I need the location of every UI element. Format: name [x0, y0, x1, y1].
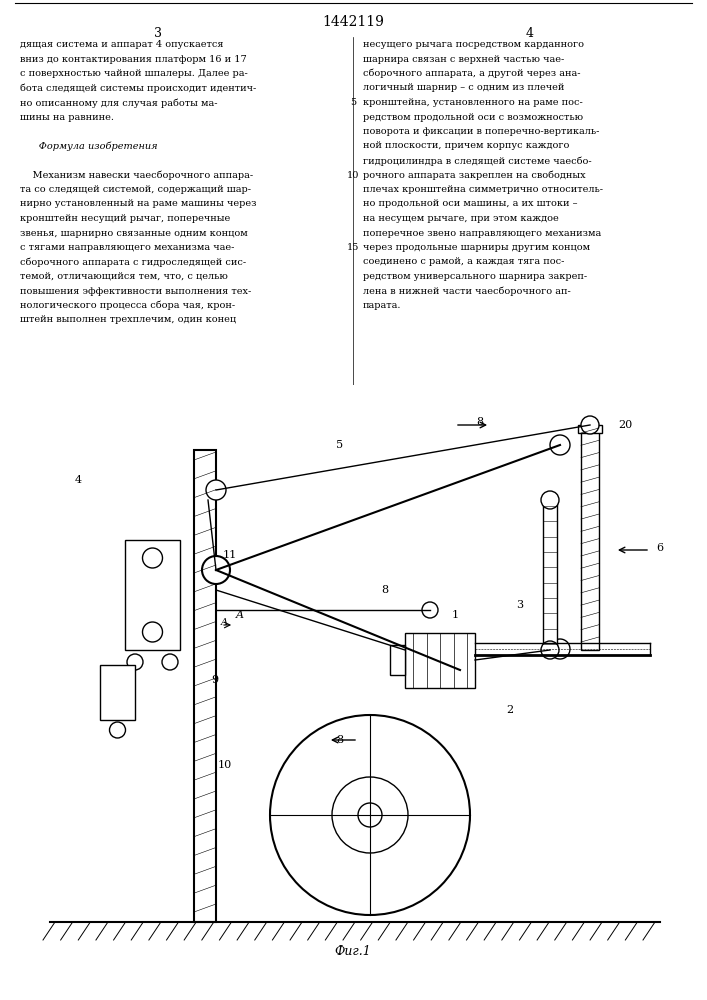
Circle shape [541, 641, 559, 659]
Text: лена в нижней части чаесборочного ап-: лена в нижней части чаесборочного ап- [363, 286, 571, 296]
Text: сборочного аппарата, а другой через ана-: сборочного аппарата, а другой через ана- [363, 69, 580, 79]
Text: 15: 15 [347, 243, 359, 252]
Text: нологического процесса сбора чая, крон-: нологического процесса сбора чая, крон- [20, 301, 235, 310]
Text: поворота и фиксации в поперечно-вертикаль-: поворота и фиксации в поперечно-вертикал… [363, 127, 600, 136]
Text: 6: 6 [656, 543, 664, 553]
Text: 5: 5 [337, 440, 344, 450]
Text: 3: 3 [516, 600, 524, 610]
Text: 11: 11 [223, 550, 237, 560]
Text: гидроцилиндра в следящей системе чаесбо-: гидроцилиндра в следящей системе чаесбо- [363, 156, 592, 165]
Text: 2: 2 [506, 705, 513, 715]
Text: нирно установленный на раме машины через: нирно установленный на раме машины через [20, 200, 257, 209]
Circle shape [422, 602, 438, 618]
Text: 8: 8 [477, 417, 484, 427]
Text: шины на равнине.: шины на равнине. [20, 112, 114, 121]
Text: Формула изобретения: Формула изобретения [20, 141, 158, 151]
Text: бота следящей системы происходит идентич-: бота следящей системы происходит идентич… [20, 84, 256, 93]
Bar [125, 540, 180, 650]
Text: логичный шарнир – с одним из плечей: логичный шарнир – с одним из плечей [363, 84, 564, 93]
Bar [194, 450, 216, 922]
Text: кронштейн несущий рычаг, поперечные: кронштейн несущий рычаг, поперечные [20, 214, 230, 223]
Text: повышения эффективности выполнения тех-: повышения эффективности выполнения тех- [20, 286, 251, 296]
Text: штейн выполнен трехплечим, один конец: штейн выполнен трехплечим, один конец [20, 316, 236, 324]
Text: но описанному для случая работы ма-: но описанному для случая работы ма- [20, 98, 218, 107]
Bar [578, 425, 602, 433]
Text: плечах кронштейна симметрично относитель-: плечах кронштейна симметрично относитель… [363, 185, 603, 194]
Text: редством продольной оси с возможностью: редством продольной оси с возможностью [363, 112, 583, 121]
Text: ной плоскости, причем корпус каждого: ной плоскости, причем корпус каждого [363, 141, 569, 150]
Text: 10: 10 [347, 170, 359, 180]
Text: 3: 3 [154, 27, 162, 40]
Text: но продольной оси машины, а их штоки –: но продольной оси машины, а их штоки – [363, 200, 578, 209]
Text: 20: 20 [618, 420, 632, 430]
Text: парата.: парата. [363, 301, 402, 310]
Text: 5: 5 [350, 98, 356, 107]
Text: 1: 1 [452, 610, 459, 620]
Text: 8: 8 [382, 585, 389, 595]
Circle shape [143, 548, 163, 568]
Text: A: A [221, 618, 228, 627]
Text: 4: 4 [526, 27, 534, 40]
Bar [100, 665, 135, 720]
Bar [405, 633, 475, 688]
Bar [581, 425, 599, 650]
Circle shape [202, 556, 230, 584]
Circle shape [550, 639, 570, 659]
Circle shape [581, 416, 599, 434]
Bar [543, 500, 557, 650]
Text: рочного аппарата закреплен на свободных: рочного аппарата закреплен на свободных [363, 170, 585, 180]
Text: кронштейна, установленного на раме пос-: кронштейна, установленного на раме пос- [363, 98, 583, 107]
Text: с поверхностью чайной шпалеры. Далее ра-: с поверхностью чайной шпалеры. Далее ра- [20, 69, 247, 78]
Text: 4: 4 [74, 475, 81, 485]
Text: с тягами направляющего механизма чае-: с тягами направляющего механизма чае- [20, 243, 235, 252]
Circle shape [550, 435, 570, 455]
Circle shape [127, 654, 143, 670]
Circle shape [162, 654, 178, 670]
Text: Механизм навески чаесборочного аппара-: Механизм навески чаесборочного аппара- [20, 170, 253, 180]
Text: A: A [236, 610, 244, 620]
Text: несущего рычага посредством карданного: несущего рычага посредством карданного [363, 40, 584, 49]
Text: через продольные шарниры другим концом: через продольные шарниры другим концом [363, 243, 590, 252]
Text: вниз до контактирования платформ 16 и 17: вниз до контактирования платформ 16 и 17 [20, 54, 247, 64]
Circle shape [206, 480, 226, 500]
Text: звенья, шарнирно связанные одним концом: звенья, шарнирно связанные одним концом [20, 229, 247, 237]
Bar [390, 645, 405, 675]
Text: та со следящей системой, содержащий шар-: та со следящей системой, содержащий шар- [20, 185, 251, 194]
Text: Фиг.1: Фиг.1 [334, 945, 371, 958]
Text: редством универсального шарнира закреп-: редством универсального шарнира закреп- [363, 272, 587, 281]
Text: на несущем рычаге, при этом каждое: на несущем рычаге, при этом каждое [363, 214, 559, 223]
Text: соединено с рамой, а каждая тяга пос-: соединено с рамой, а каждая тяга пос- [363, 257, 564, 266]
Circle shape [541, 491, 559, 509]
Circle shape [358, 803, 382, 827]
Text: поперечное звено направляющего механизма: поперечное звено направляющего механизма [363, 229, 601, 237]
Text: 1442119: 1442119 [322, 15, 384, 29]
Text: шарнира связан с верхней частью чае-: шарнира связан с верхней частью чае- [363, 54, 564, 64]
Text: сборочного аппарата с гидроследящей сис-: сборочного аппарата с гидроследящей сис- [20, 257, 246, 267]
Text: 9: 9 [211, 675, 218, 685]
Circle shape [143, 622, 163, 642]
Circle shape [110, 722, 126, 738]
Text: 10: 10 [218, 760, 232, 770]
Text: дящая система и аппарат 4 опускается: дящая система и аппарат 4 опускается [20, 40, 223, 49]
Text: 8: 8 [337, 735, 344, 745]
Text: темой, отличающийся тем, что, с целью: темой, отличающийся тем, что, с целью [20, 272, 228, 281]
